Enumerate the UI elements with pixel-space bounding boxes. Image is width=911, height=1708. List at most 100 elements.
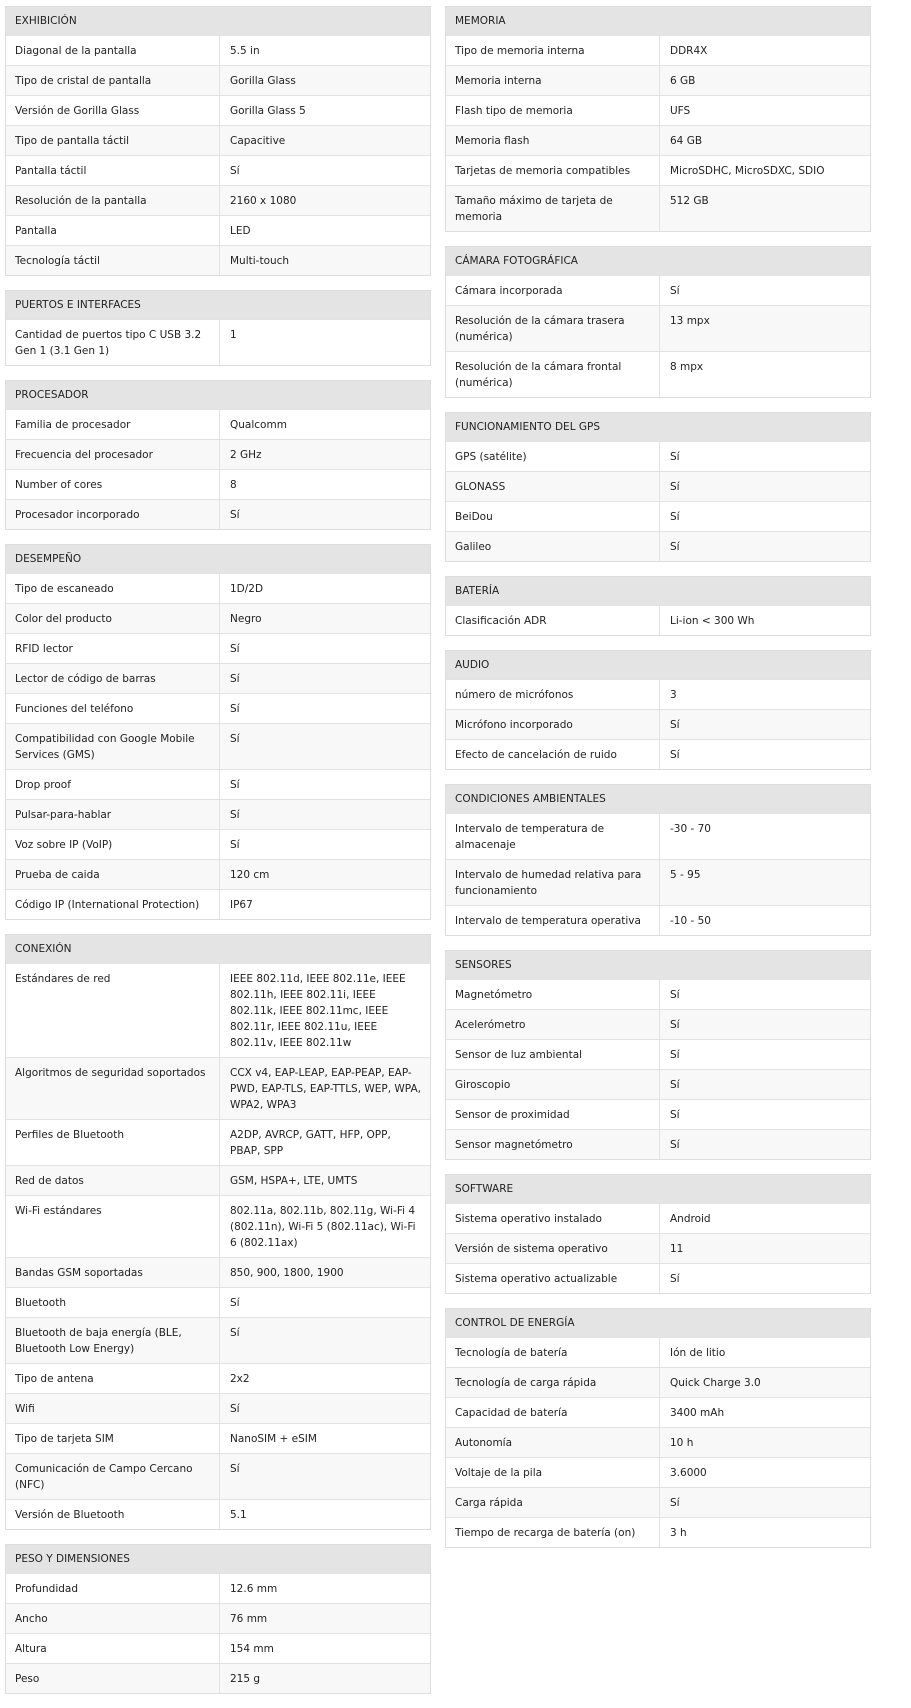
spec-value: 10 h [670, 1437, 694, 1449]
spec-value: Sí [230, 1297, 240, 1309]
spec-label: Sensor de proximidad [446, 1100, 660, 1129]
spec-row: Altura 154 mm [6, 1633, 430, 1663]
spec-value: Sí [230, 673, 240, 685]
spec-row: Autonomía 10 h [446, 1427, 870, 1457]
spec-value: DDR4X [670, 45, 708, 57]
spec-row: Voz sobre IP (VoIP) Sí [6, 829, 430, 859]
spec-value: LED [230, 225, 251, 237]
spec-row: Galileo Sí [446, 531, 870, 561]
spec-row: Bluetooth Sí [6, 1287, 430, 1317]
spec-row: Memoria flash 64 GB [446, 125, 870, 155]
spec-value: 2 GHz [230, 449, 262, 461]
spec-row: Funciones del teléfono Sí [6, 693, 430, 723]
spec-row: Wifi Sí [6, 1393, 430, 1423]
section-title: CÁMARA FOTOGRÁFICA [446, 247, 870, 275]
spec-label: Procesador incorporado [6, 500, 220, 529]
spec-label: Tecnología de carga rápida [446, 1368, 660, 1397]
spec-value: Sí [670, 1049, 680, 1061]
spec-label: Drop proof [6, 770, 220, 799]
spec-row: Comunicación de Campo Cercano (NFC) Sí [6, 1453, 430, 1499]
section-title: FUNCIONAMIENTO DEL GPS [446, 413, 870, 441]
spec-label: Altura [6, 1634, 220, 1663]
spec-row: Familia de procesador Qualcomm [6, 409, 430, 439]
spec-label: número de micrófonos [446, 680, 660, 709]
spec-value: Sí [230, 1327, 240, 1339]
spec-label: Versión de Bluetooth [6, 1500, 220, 1529]
spec-row: Diagonal de la pantalla 5.5 in [6, 35, 430, 65]
spec-label: Pulsar-para-hablar [6, 800, 220, 829]
spec-value: Sí [670, 511, 680, 523]
spec-label: Flash tipo de memoria [446, 96, 660, 125]
spec-value: IEEE 802.11d, IEEE 802.11e, IEEE 802.11h… [230, 973, 406, 1049]
spec-label: Intervalo de humedad relativa para funci… [446, 860, 660, 905]
spec-row: Tamaño máximo de tarjeta de memoria 512 G… [446, 185, 870, 231]
spec-value: Sí [230, 643, 240, 655]
spec-value: 11 [670, 1243, 684, 1255]
spec-row: Number of cores 8 [6, 469, 430, 499]
spec-value: Sí [670, 1109, 680, 1121]
spec-value: NanoSIM + eSIM [230, 1433, 317, 1445]
spec-row: Cantidad de puertos tipo C USB 3.2 Gen 1… [6, 319, 430, 365]
spec-label: Tecnología táctil [6, 246, 220, 275]
spec-row: Tipo de antena 2x2 [6, 1363, 430, 1393]
spec-row: BeiDou Sí [446, 501, 870, 531]
spec-value: Gorilla Glass 5 [230, 105, 306, 117]
spec-row: Tecnología de batería Ión de litio [446, 1337, 870, 1367]
spec-value: 802.11a, 802.11b, 802.11g, Wi-Fi 4 (802.… [230, 1205, 416, 1249]
section-memoria: MEMORIA Tipo de memoria interna DDR4X Memor… [445, 6, 871, 232]
spec-label: Cantidad de puertos tipo C USB 3.2 Gen 1… [6, 320, 220, 365]
section-title: CONDICIONES AMBIENTALES [446, 785, 870, 813]
spec-row: Versión de sistema operativo 11 [446, 1233, 870, 1263]
spec-row: Tipo de pantalla táctil Capacitive [6, 125, 430, 155]
section-title: AUDIO [446, 651, 870, 679]
spec-label: Tecnología de batería [446, 1338, 660, 1367]
spec-value: 5.1 [230, 1509, 247, 1521]
spec-label: Color del producto [6, 604, 220, 633]
spec-label: BeiDou [446, 502, 660, 531]
spec-value: UFS [670, 105, 691, 117]
spec-row: Drop proof Sí [6, 769, 430, 799]
right-column: MEMORIA Tipo de memoria interna DDR4X Memor… [445, 6, 871, 1708]
section-title: PROCESADOR [6, 381, 430, 409]
spec-value: Ión de litio [670, 1347, 726, 1359]
spec-row: Código IP (International Protection) IP67 [6, 889, 430, 919]
spec-row: Resolución de la cámara trasera (numéric… [446, 305, 870, 351]
spec-value: Multi-touch [230, 255, 290, 267]
spec-label: Sensor de luz ambiental [446, 1040, 660, 1069]
spec-label: Perfiles de Bluetooth [6, 1120, 220, 1165]
spec-row: Tiempo de recarga de batería (on) 3 h [446, 1517, 870, 1547]
spec-row: RFID lector Sí [6, 633, 430, 663]
spec-value: IP67 [230, 899, 253, 911]
spec-value: Sí [230, 703, 240, 715]
spec-value: A2DP, AVRCP, GATT, HFP, OPP, PBAP, SPP [230, 1129, 391, 1157]
left-column: EXHIBICIÓN Diagonal de la pantalla 5.5 in T… [5, 6, 431, 1708]
spec-row: Intervalo de humedad relativa para funci… [446, 859, 870, 905]
spec-row: Bandas GSM soportadas 850, 900, 1800, 190… [6, 1257, 430, 1287]
section-puertos-e-interfaces: PUERTOS E INTERFACES Cantidad de puertos … [5, 290, 431, 366]
spec-label: Tipo de escaneado [6, 574, 220, 603]
spec-row: Cámara incorporada Sí [446, 275, 870, 305]
spec-value: -30 - 70 [670, 823, 711, 835]
spec-value: Sí [670, 285, 680, 297]
section-control-de-energia: CONTROL DE ENERGÍA Tecnología de batería I… [445, 1308, 871, 1548]
spec-value: Sí [670, 451, 680, 463]
spec-row: Pantalla táctil Sí [6, 155, 430, 185]
section-title: SENSORES [446, 951, 870, 979]
spec-label: Comunicación de Campo Cercano (NFC) [6, 1454, 220, 1499]
spec-row: Tipo de memoria interna DDR4X [446, 35, 870, 65]
spec-label: Carga rápida [446, 1488, 660, 1517]
spec-row: Carga rápida Sí [446, 1487, 870, 1517]
spec-row: Tipo de escaneado 1D/2D [6, 573, 430, 603]
spec-row: Resolución de la cámara frontal (numéric… [446, 351, 870, 397]
spec-value: Qualcomm [230, 419, 287, 431]
spec-label: Sistema operativo actualizable [446, 1264, 660, 1293]
spec-row: número de micrófonos 3 [446, 679, 870, 709]
spec-value: 5 - 95 [670, 869, 701, 881]
spec-row: Sensor de proximidad Sí [446, 1099, 870, 1129]
spec-value: Li-ion < 300 Wh [670, 615, 755, 627]
spec-value: Sí [670, 1139, 680, 1151]
spec-value: 1 [230, 329, 237, 341]
spec-value: 3 h [670, 1527, 687, 1539]
spec-value: Android [670, 1213, 711, 1225]
